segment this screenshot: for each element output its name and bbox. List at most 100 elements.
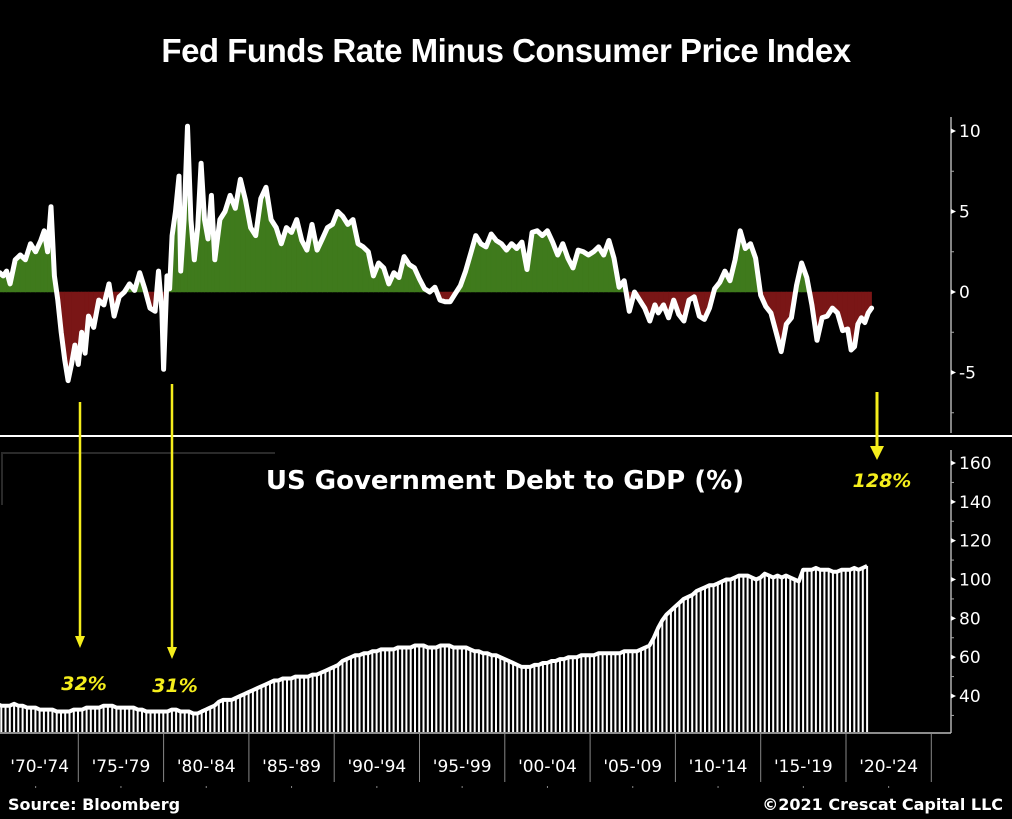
x-tick-label: '00-'04 — [518, 757, 577, 777]
x-tick-label: '20-'24 — [859, 757, 918, 777]
y-tick-mark — [951, 615, 956, 621]
debt-bar — [409, 647, 412, 732]
debt-bar — [486, 653, 489, 732]
debt-bar — [94, 707, 97, 732]
debt-bar — [311, 674, 314, 732]
debt-bar — [819, 569, 822, 732]
arrow-1980-head — [167, 647, 177, 659]
y-tick-label: 100 — [959, 571, 991, 591]
positive-area-segment — [536, 230, 543, 293]
debt-bar — [303, 676, 306, 732]
debt-bar — [243, 694, 246, 732]
debt-bar — [439, 645, 442, 732]
x-tick-mark — [461, 786, 463, 788]
x-tick-label: '75-'79 — [92, 757, 151, 777]
debt-bar — [473, 651, 476, 732]
y-tick-mark — [951, 693, 956, 699]
debt-bar — [716, 583, 719, 732]
debt-bar — [593, 655, 596, 732]
debt-bar — [350, 657, 352, 732]
debt-bar — [755, 579, 758, 732]
debt-bar — [98, 707, 101, 732]
debt-bar — [695, 591, 698, 732]
debt-bar — [8, 705, 11, 732]
positive-area-segment — [588, 251, 594, 293]
debt-bar — [396, 647, 399, 732]
debt-bar — [281, 678, 284, 732]
debt-bar — [213, 705, 216, 732]
y-tick-mark — [951, 370, 956, 375]
debt-bar — [239, 696, 242, 732]
x-tick-mark — [802, 786, 804, 788]
positive-area-segment — [511, 243, 518, 293]
debt-bar — [503, 659, 506, 732]
legend-frame — [1, 452, 275, 505]
positive-area-segment — [745, 243, 751, 293]
x-tick-mark — [632, 786, 634, 788]
debt-bar — [17, 705, 20, 732]
y-tick-label: 10 — [959, 122, 981, 142]
debt-bar — [452, 647, 455, 732]
x-tick-mark — [120, 786, 122, 788]
debt-bar — [123, 707, 126, 732]
debt-bar — [495, 655, 497, 732]
debt-bar — [132, 707, 135, 732]
debt-bar — [294, 676, 297, 732]
debt-bar — [631, 651, 634, 732]
debt-bar — [4, 705, 7, 732]
debt-bar — [763, 573, 766, 732]
debt-bar — [810, 569, 813, 732]
debt-bar — [704, 587, 706, 732]
debt-bar — [111, 705, 114, 732]
debt-bar — [320, 672, 323, 732]
x-tick-mark — [291, 786, 293, 788]
debt-bar — [30, 707, 33, 732]
debt-bar — [81, 709, 84, 732]
debt-bar — [247, 692, 250, 732]
x-tick-mark — [376, 786, 378, 788]
debt-bar — [563, 659, 566, 732]
debt-bar — [102, 705, 105, 732]
positive-area-segment — [495, 239, 502, 293]
debt-bar — [187, 711, 190, 732]
positive-area-segment — [347, 218, 354, 293]
debt-bar — [623, 651, 625, 732]
debt-bar — [597, 653, 600, 732]
arrow-1974-head — [75, 636, 85, 648]
x-tick-label: '90-'94 — [347, 757, 406, 777]
y-tick-mark — [951, 499, 956, 505]
y-tick-label: -5 — [959, 364, 976, 384]
debt-bar — [465, 647, 468, 732]
debt-bar — [256, 688, 259, 732]
debt-bar — [277, 680, 280, 732]
debt-bar — [358, 655, 361, 732]
debt-bar — [443, 645, 446, 732]
debt-bar — [166, 711, 169, 732]
debt-bar — [337, 664, 340, 732]
debt-bar — [175, 709, 178, 732]
debt-bar — [785, 575, 787, 732]
debt-bar — [750, 577, 753, 732]
debt-bar — [388, 649, 391, 732]
debt-bar — [746, 575, 749, 732]
x-tick-label: '10-'14 — [689, 757, 748, 777]
debt-bar — [217, 701, 220, 732]
debt-bar — [307, 676, 310, 732]
positive-area-segment — [337, 210, 344, 293]
debt-bar — [524, 666, 527, 732]
debt-bar — [652, 637, 655, 733]
debt-bar — [469, 649, 472, 732]
debt-bar — [328, 668, 331, 732]
debt-series-line — [0, 564, 868, 716]
debt-y-axis: 160 140 120 100 80 60 40 — [950, 450, 991, 733]
debt-bar — [554, 661, 557, 732]
annotation-128-percent: 128% — [853, 470, 912, 492]
debt-bar — [170, 709, 173, 732]
arrow-2021-head — [870, 446, 884, 460]
debt-bar — [482, 653, 485, 732]
debt-bar — [371, 651, 374, 732]
debt-bar — [857, 569, 860, 732]
y-tick-mark — [951, 577, 956, 582]
debt-bar — [733, 577, 736, 732]
debt-bar — [546, 663, 549, 732]
